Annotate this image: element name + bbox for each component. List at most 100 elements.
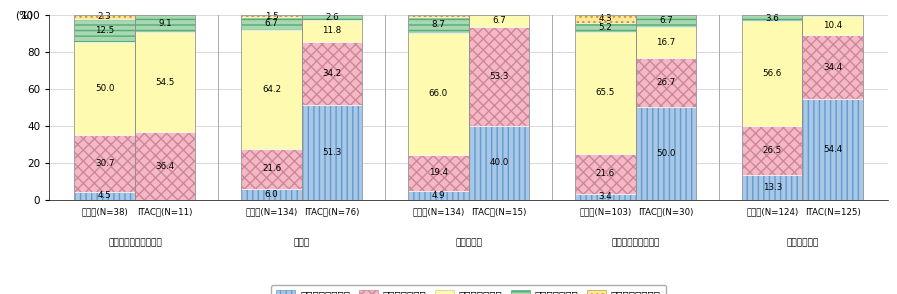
Bar (241, 189, 301, 200)
Bar (742, 21, 803, 126)
Bar (74, 19, 135, 42)
Bar (408, 33, 468, 155)
Bar (74, 42, 135, 135)
Bar (636, 58, 696, 107)
Bar (74, 192, 135, 200)
Bar (575, 15, 636, 200)
Bar (742, 175, 803, 200)
Bar (803, 36, 863, 99)
Bar (135, 15, 196, 31)
Bar (742, 15, 803, 21)
Text: 26.7: 26.7 (656, 78, 675, 87)
Text: 商業・流通: 商業・流通 (456, 239, 482, 248)
Bar (575, 153, 636, 194)
Legend: 非常にポジティブ, ややポジティブ, どちらでもない, ややネガティブ, 非常にネガティブ: 非常にポジティブ, ややポジティブ, どちらでもない, ややネガティブ, 非常に… (271, 285, 666, 294)
Text: 53.3: 53.3 (489, 72, 509, 81)
Bar (742, 126, 803, 175)
Text: サービス業、その他: サービス業、その他 (612, 239, 660, 248)
Bar (408, 16, 468, 33)
Bar (241, 30, 301, 149)
Text: 10.4: 10.4 (823, 21, 842, 30)
Bar (408, 191, 468, 200)
Bar (468, 27, 529, 126)
Bar (575, 23, 636, 32)
Bar (74, 192, 135, 200)
Bar (803, 99, 863, 200)
Bar (74, 135, 135, 192)
Bar (135, 133, 196, 200)
Bar (241, 30, 301, 149)
Bar (636, 107, 696, 200)
Bar (135, 15, 196, 200)
Text: 4.5: 4.5 (98, 191, 111, 200)
Bar (301, 41, 362, 105)
Bar (575, 15, 636, 23)
Text: 21.6: 21.6 (596, 169, 615, 178)
Text: 4.9: 4.9 (431, 191, 445, 200)
Text: 50.0: 50.0 (656, 149, 675, 158)
Text: 36.4: 36.4 (155, 162, 175, 171)
Text: 54.5: 54.5 (155, 78, 175, 86)
Text: 30.7: 30.7 (95, 159, 115, 168)
Text: 64.2: 64.2 (262, 85, 281, 94)
Bar (74, 15, 135, 19)
Text: 1.5: 1.5 (265, 11, 278, 21)
Bar (468, 126, 529, 200)
Bar (468, 15, 529, 200)
Text: 2.6: 2.6 (326, 13, 339, 22)
Bar (408, 15, 468, 16)
Bar (241, 15, 301, 200)
Bar (468, 126, 529, 200)
Text: 19.4: 19.4 (429, 168, 448, 177)
Bar (575, 194, 636, 200)
Text: 6.7: 6.7 (659, 16, 673, 25)
Text: 16.7: 16.7 (656, 38, 675, 47)
Bar (575, 32, 636, 153)
Bar (468, 15, 529, 27)
Text: 6.7: 6.7 (265, 19, 278, 28)
Bar (301, 41, 362, 105)
Bar (803, 15, 863, 16)
Bar (575, 32, 636, 153)
Text: 56.6: 56.6 (762, 69, 782, 78)
Text: 11.8: 11.8 (322, 26, 342, 35)
Bar (803, 16, 863, 36)
Bar (301, 105, 362, 200)
Bar (74, 19, 135, 42)
Bar (636, 14, 696, 27)
Bar (742, 126, 803, 175)
Text: 65.5: 65.5 (596, 88, 615, 97)
Bar (636, 14, 696, 200)
Text: 13.3: 13.3 (762, 183, 782, 192)
Bar (636, 27, 696, 58)
Bar (301, 15, 362, 20)
Text: 3.6: 3.6 (765, 14, 779, 23)
Text: 9.1: 9.1 (158, 19, 172, 28)
Text: 54.4: 54.4 (823, 145, 842, 154)
Text: 5.2: 5.2 (598, 23, 613, 32)
Bar (742, 15, 803, 200)
Bar (241, 189, 301, 200)
Bar (408, 155, 468, 191)
Text: 34.4: 34.4 (823, 63, 842, 72)
Bar (803, 99, 863, 200)
Bar (135, 15, 196, 31)
Text: 情報通信産業: 情報通信産業 (787, 239, 819, 248)
Text: 50.0: 50.0 (95, 84, 115, 93)
Bar (301, 20, 362, 41)
Bar (636, 27, 696, 58)
Bar (301, 20, 362, 41)
Bar (408, 155, 468, 191)
Bar (301, 15, 362, 200)
Bar (636, 58, 696, 107)
Bar (74, 15, 135, 200)
Bar (742, 21, 803, 126)
Text: 6.0: 6.0 (265, 190, 278, 199)
Bar (241, 15, 301, 17)
Bar (241, 149, 301, 189)
Text: 34.2: 34.2 (322, 69, 342, 78)
Bar (135, 31, 196, 133)
Bar (408, 33, 468, 155)
Bar (408, 15, 468, 200)
Bar (408, 15, 468, 16)
